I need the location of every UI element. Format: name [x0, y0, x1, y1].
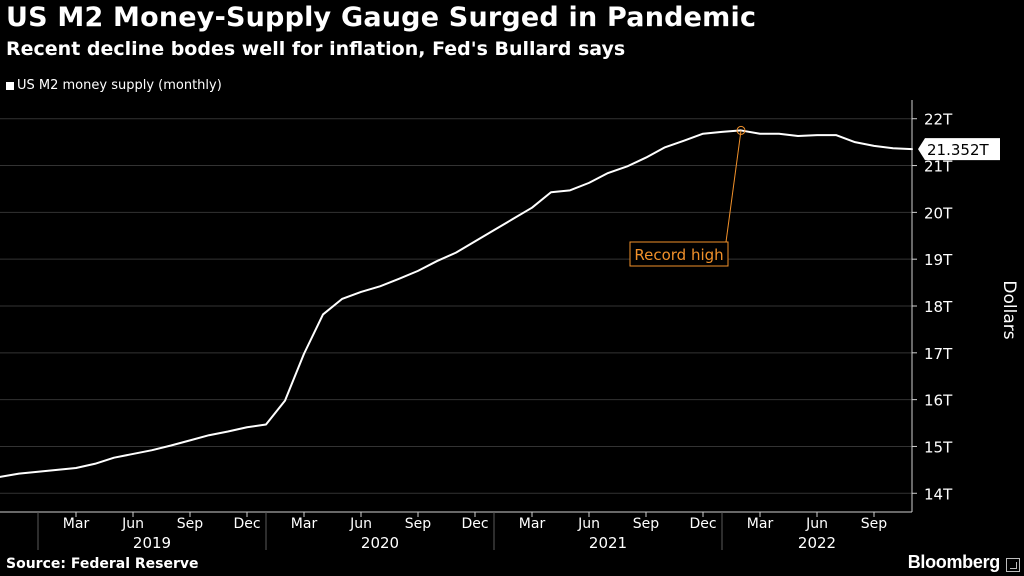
- x-tick-label: Jun: [805, 516, 828, 532]
- y-tick-label: 22T: [924, 111, 953, 129]
- y-tick-label: 19T: [924, 251, 953, 269]
- x-tick-label: Sep: [633, 516, 660, 532]
- x-tick-label: Sep: [405, 516, 432, 532]
- y-tick-label: 16T: [924, 392, 953, 410]
- x-year-label: 2019: [133, 534, 171, 552]
- y-tick-label: 21T: [924, 158, 953, 176]
- x-axis: Mar Jun Sep Dec Mar Jun Sep Dec Mar Jun Sep Dec Mar J…: [0, 511, 912, 552]
- x-year-label: 2022: [798, 534, 836, 552]
- legend-label: US M2 money supply (monthly): [17, 78, 222, 93]
- legend: US M2 money supply (monthly): [6, 78, 222, 93]
- y-tick-label: 20T: [924, 204, 953, 222]
- x-tick-label: Mar: [519, 516, 546, 532]
- x-tick-label: Mar: [747, 516, 774, 532]
- x-tick-label: Jun: [349, 516, 372, 532]
- last-value-box: [918, 138, 1000, 161]
- gridlines: [0, 118, 912, 494]
- annotation-marker: [736, 125, 746, 135]
- annotation-leader-line: [725, 130, 742, 243]
- x-tick-label: Dec: [233, 516, 260, 532]
- series-line-m2: [0, 129, 913, 478]
- annotation-layer: Record high: [629, 125, 746, 267]
- y-axis-title: Dollars: [999, 280, 1019, 339]
- last-value-callout: 21.352T: [918, 138, 1000, 161]
- y-axis: 14T 15T 16T 17T 18T 19T 20T 21T 22T Dollars: [911, 100, 1019, 512]
- legend-swatch: [6, 81, 14, 90]
- chart-title: US M2 Money-Supply Gauge Surged in Pande…: [6, 2, 757, 33]
- y-tick-label: 14T: [924, 485, 953, 503]
- x-year-label: 2020: [361, 534, 399, 552]
- x-tick-label: Sep: [177, 516, 204, 532]
- annotation-label: Record high: [634, 246, 723, 264]
- chart-subtitle: Recent decline bodes well for inflation,…: [6, 38, 626, 60]
- x-tick-label: Dec: [461, 516, 488, 532]
- last-value-label: 21.352T: [927, 141, 989, 159]
- source-note: Source: Federal Reserve: [6, 556, 199, 572]
- bloomberg-logo: Bloomberg: [907, 552, 1001, 572]
- x-tick-label: Jun: [577, 516, 600, 532]
- x-tick-label: Mar: [63, 516, 90, 532]
- x-tick-label: Mar: [291, 516, 318, 532]
- y-tick-label: 18T: [924, 298, 953, 316]
- x-tick-label: Dec: [689, 516, 716, 532]
- bloomberg-terminal-icon: [1006, 558, 1020, 572]
- series-layer: 21.352T: [0, 129, 1000, 478]
- annotation-box: [629, 241, 729, 267]
- x-tick-label: Sep: [861, 516, 888, 532]
- x-tick-label: Jun: [121, 516, 144, 532]
- x-year-label: 2021: [589, 534, 627, 552]
- y-tick-label: 15T: [924, 438, 953, 456]
- y-tick-label: 17T: [924, 345, 953, 363]
